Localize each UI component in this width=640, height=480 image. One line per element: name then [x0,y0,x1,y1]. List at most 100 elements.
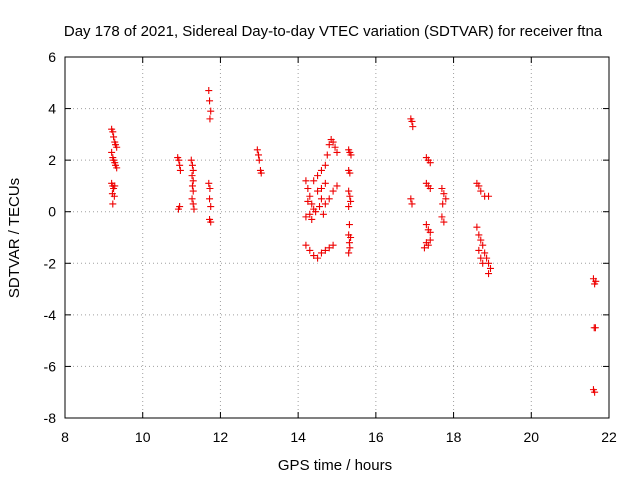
y-tick-label: -4 [44,307,57,323]
data-point [207,107,215,115]
data-point [206,115,214,123]
x-tick-label: 14 [290,429,306,445]
data-point [110,133,118,141]
data-point [205,179,213,187]
grid [65,57,609,418]
data-point [347,234,355,241]
y-tick-label: 2 [48,152,56,168]
data-point [206,185,214,193]
x-tick-label: 12 [213,429,229,445]
x-axis-label: GPS time / hours [278,457,392,474]
data-point [426,159,434,167]
data-point [346,192,354,200]
data-point [317,249,325,257]
data-point [481,249,489,257]
plot-frame [64,56,610,419]
data-point [473,223,481,231]
data-point [591,388,599,396]
data-point [422,221,430,229]
data-point [113,164,121,172]
data-point [207,218,215,226]
data-point [257,169,265,177]
data-point [479,241,487,249]
data-point [345,203,353,211]
x-tick-label: 10 [135,429,151,445]
data-point [442,195,450,203]
data-point [207,203,215,211]
data-point [329,138,337,146]
data-point [308,200,316,208]
data-point [310,177,318,185]
y-tick-label: 4 [48,101,56,117]
data-point [321,200,329,208]
data-point [345,249,353,257]
data-point [347,197,355,205]
data-point [189,200,197,208]
data-point [321,161,329,169]
data-point [304,197,312,205]
data-point [189,187,197,195]
x-tick-label: 8 [61,429,69,445]
data-point [321,246,329,254]
data-point [188,182,196,190]
y-tick-label: -6 [44,358,57,374]
data-point [304,185,312,193]
data-point [306,192,314,200]
data-point [317,166,325,174]
data-point [310,252,318,260]
data-point [440,218,448,226]
chart-title: Day 178 of 2021, Sidereal Day-to-day VTE… [64,23,603,40]
data-point [426,228,434,236]
data-point [347,151,355,159]
y-tick-label: -8 [44,410,57,426]
data-point [110,192,118,200]
data-point [408,200,416,208]
data-point [439,200,447,208]
data-point [113,143,121,151]
series-sdtvar [108,87,600,396]
data-point [345,187,353,195]
data-point [424,241,432,249]
data-point [302,213,310,221]
data-point [302,177,310,185]
data-point [485,192,493,200]
data-point [407,195,415,203]
data-point [302,241,310,249]
data-point [479,259,487,267]
data-point [206,97,214,105]
data-point [188,172,196,180]
data-point [255,156,263,164]
data-point [325,195,333,203]
data-point [188,195,196,203]
data-point [477,254,485,262]
data-point [475,182,483,190]
data-point [319,210,327,218]
x-tick-label: 20 [523,429,539,445]
data-point [109,200,117,208]
data-point [409,123,417,131]
data-point [325,141,333,149]
data-point [190,205,198,213]
data-point [331,143,339,151]
data-point [592,277,600,285]
data-point [314,172,322,180]
data-point [346,169,354,177]
data-point [188,161,196,169]
data-point [253,146,261,154]
data-point [440,190,448,198]
data-point [176,166,184,174]
data-point [189,166,197,174]
axis-ticks: 8 10 12 14 16 18 20 22 -8 -6 -4 -2 0 2 4 6 [44,49,617,445]
x-tick-label: 18 [446,429,462,445]
data-point [306,210,314,218]
data-point [345,221,353,229]
data-point [308,215,316,223]
data-point [486,264,494,272]
x-tick-label: 16 [368,429,384,445]
data-point [312,208,320,216]
data-point [475,246,483,254]
data-point [321,179,329,187]
data-point [438,213,446,221]
data-point [189,177,197,185]
